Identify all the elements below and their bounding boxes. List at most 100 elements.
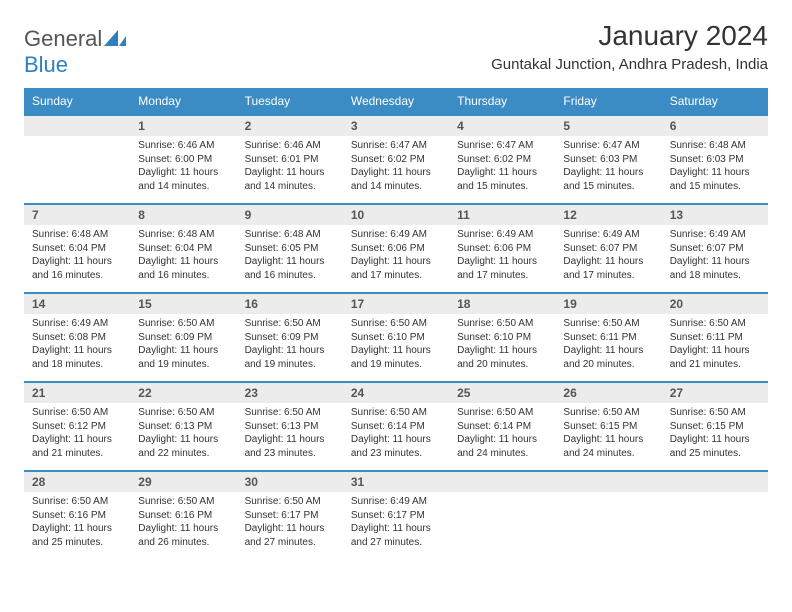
daylight: Daylight: 11 hours and 15 minutes. [670,166,760,193]
sunrise: Sunrise: 6:50 AM [138,317,228,331]
sunrise: Sunrise: 6:50 AM [245,406,335,420]
sunrise: Sunrise: 6:47 AM [351,139,441,153]
sunrise: Sunrise: 6:50 AM [457,317,547,331]
sunrise: Sunrise: 6:50 AM [563,406,653,420]
sunset: Sunset: 6:03 PM [670,153,760,167]
sunset: Sunset: 6:04 PM [138,242,228,256]
day-info: Sunrise: 6:50 AMSunset: 6:09 PMDaylight:… [237,314,343,382]
info-row: Sunrise: 6:48 AMSunset: 6:04 PMDaylight:… [24,225,768,293]
title-block: January 2024 Guntakal Junction, Andhra P… [491,20,768,73]
day-number: 30 [237,471,343,492]
daynum-row: 28293031 [24,471,768,492]
day-number [449,471,555,492]
day-info: Sunrise: 6:49 AMSunset: 6:07 PMDaylight:… [662,225,768,293]
daylight: Daylight: 11 hours and 27 minutes. [245,522,335,549]
daylight: Daylight: 11 hours and 15 minutes. [563,166,653,193]
day-header: Saturday [662,88,768,115]
daylight: Daylight: 11 hours and 19 minutes. [138,344,228,371]
day-number: 31 [343,471,449,492]
sunrise: Sunrise: 6:50 AM [351,406,441,420]
daylight: Daylight: 11 hours and 18 minutes. [32,344,122,371]
day-info: Sunrise: 6:49 AMSunset: 6:07 PMDaylight:… [555,225,661,293]
sunrise: Sunrise: 6:50 AM [138,495,228,509]
sunrise: Sunrise: 6:46 AM [138,139,228,153]
day-number: 5 [555,115,661,136]
day-info: Sunrise: 6:50 AMSunset: 6:15 PMDaylight:… [662,403,768,471]
daylight: Daylight: 11 hours and 24 minutes. [457,433,547,460]
day-number: 18 [449,293,555,314]
sunrise: Sunrise: 6:49 AM [351,495,441,509]
day-number: 9 [237,204,343,225]
daylight: Daylight: 11 hours and 17 minutes. [351,255,441,282]
daylight: Daylight: 11 hours and 21 minutes. [32,433,122,460]
day-info: Sunrise: 6:47 AMSunset: 6:02 PMDaylight:… [343,136,449,204]
daylight: Daylight: 11 hours and 14 minutes. [138,166,228,193]
daylight: Daylight: 11 hours and 23 minutes. [351,433,441,460]
day-info: Sunrise: 6:50 AMSunset: 6:10 PMDaylight:… [343,314,449,382]
day-info: Sunrise: 6:48 AMSunset: 6:05 PMDaylight:… [237,225,343,293]
day-number: 17 [343,293,449,314]
sunset: Sunset: 6:10 PM [457,331,547,345]
sunset: Sunset: 6:15 PM [670,420,760,434]
day-info: Sunrise: 6:50 AMSunset: 6:14 PMDaylight:… [343,403,449,471]
sunset: Sunset: 6:13 PM [138,420,228,434]
sunset: Sunset: 6:16 PM [138,509,228,523]
sunset: Sunset: 6:13 PM [245,420,335,434]
daylight: Daylight: 11 hours and 23 minutes. [245,433,335,460]
daylight: Daylight: 11 hours and 19 minutes. [351,344,441,371]
daylight: Daylight: 11 hours and 25 minutes. [32,522,122,549]
day-header: Tuesday [237,88,343,115]
sunset: Sunset: 6:17 PM [245,509,335,523]
daylight: Daylight: 11 hours and 14 minutes. [245,166,335,193]
day-info: Sunrise: 6:49 AMSunset: 6:08 PMDaylight:… [24,314,130,382]
sunrise: Sunrise: 6:49 AM [351,228,441,242]
daylight: Daylight: 11 hours and 16 minutes. [245,255,335,282]
day-info [24,136,130,204]
day-number: 1 [130,115,236,136]
daylight: Daylight: 11 hours and 16 minutes. [32,255,122,282]
sunset: Sunset: 6:15 PM [563,420,653,434]
daynum-row: 21222324252627 [24,382,768,403]
sunset: Sunset: 6:07 PM [670,242,760,256]
sunset: Sunset: 6:03 PM [563,153,653,167]
day-info: Sunrise: 6:50 AMSunset: 6:16 PMDaylight:… [130,492,236,559]
day-info: Sunrise: 6:49 AMSunset: 6:06 PMDaylight:… [343,225,449,293]
sunset: Sunset: 6:04 PM [32,242,122,256]
sunset: Sunset: 6:06 PM [351,242,441,256]
day-info: Sunrise: 6:50 AMSunset: 6:10 PMDaylight:… [449,314,555,382]
logo: GeneralBlue [24,26,126,78]
sunrise: Sunrise: 6:46 AM [245,139,335,153]
logo-part1: General [24,26,102,51]
day-info: Sunrise: 6:50 AMSunset: 6:17 PMDaylight:… [237,492,343,559]
day-number: 7 [24,204,130,225]
sunset: Sunset: 6:07 PM [563,242,653,256]
sunrise: Sunrise: 6:50 AM [32,406,122,420]
daylight: Daylight: 11 hours and 24 minutes. [563,433,653,460]
sunset: Sunset: 6:12 PM [32,420,122,434]
sunrise: Sunrise: 6:47 AM [563,139,653,153]
day-info: Sunrise: 6:50 AMSunset: 6:13 PMDaylight:… [237,403,343,471]
sunrise: Sunrise: 6:50 AM [138,406,228,420]
day-number: 19 [555,293,661,314]
day-number: 29 [130,471,236,492]
sunrise: Sunrise: 6:48 AM [670,139,760,153]
daylight: Daylight: 11 hours and 14 minutes. [351,166,441,193]
daylight: Daylight: 11 hours and 17 minutes. [563,255,653,282]
day-number: 11 [449,204,555,225]
day-number: 12 [555,204,661,225]
day-number: 15 [130,293,236,314]
calendar-body: 123456 Sunrise: 6:46 AMSunset: 6:00 PMDa… [24,115,768,559]
day-info [555,492,661,559]
info-row: Sunrise: 6:46 AMSunset: 6:00 PMDaylight:… [24,136,768,204]
sunset: Sunset: 6:02 PM [351,153,441,167]
page-title: January 2024 [491,20,768,52]
sunrise: Sunrise: 6:50 AM [670,406,760,420]
day-number [24,115,130,136]
day-header: Wednesday [343,88,449,115]
daylight: Daylight: 11 hours and 20 minutes. [563,344,653,371]
sunset: Sunset: 6:14 PM [351,420,441,434]
sunset: Sunset: 6:06 PM [457,242,547,256]
sunset: Sunset: 6:02 PM [457,153,547,167]
day-info: Sunrise: 6:50 AMSunset: 6:14 PMDaylight:… [449,403,555,471]
sunrise: Sunrise: 6:50 AM [351,317,441,331]
